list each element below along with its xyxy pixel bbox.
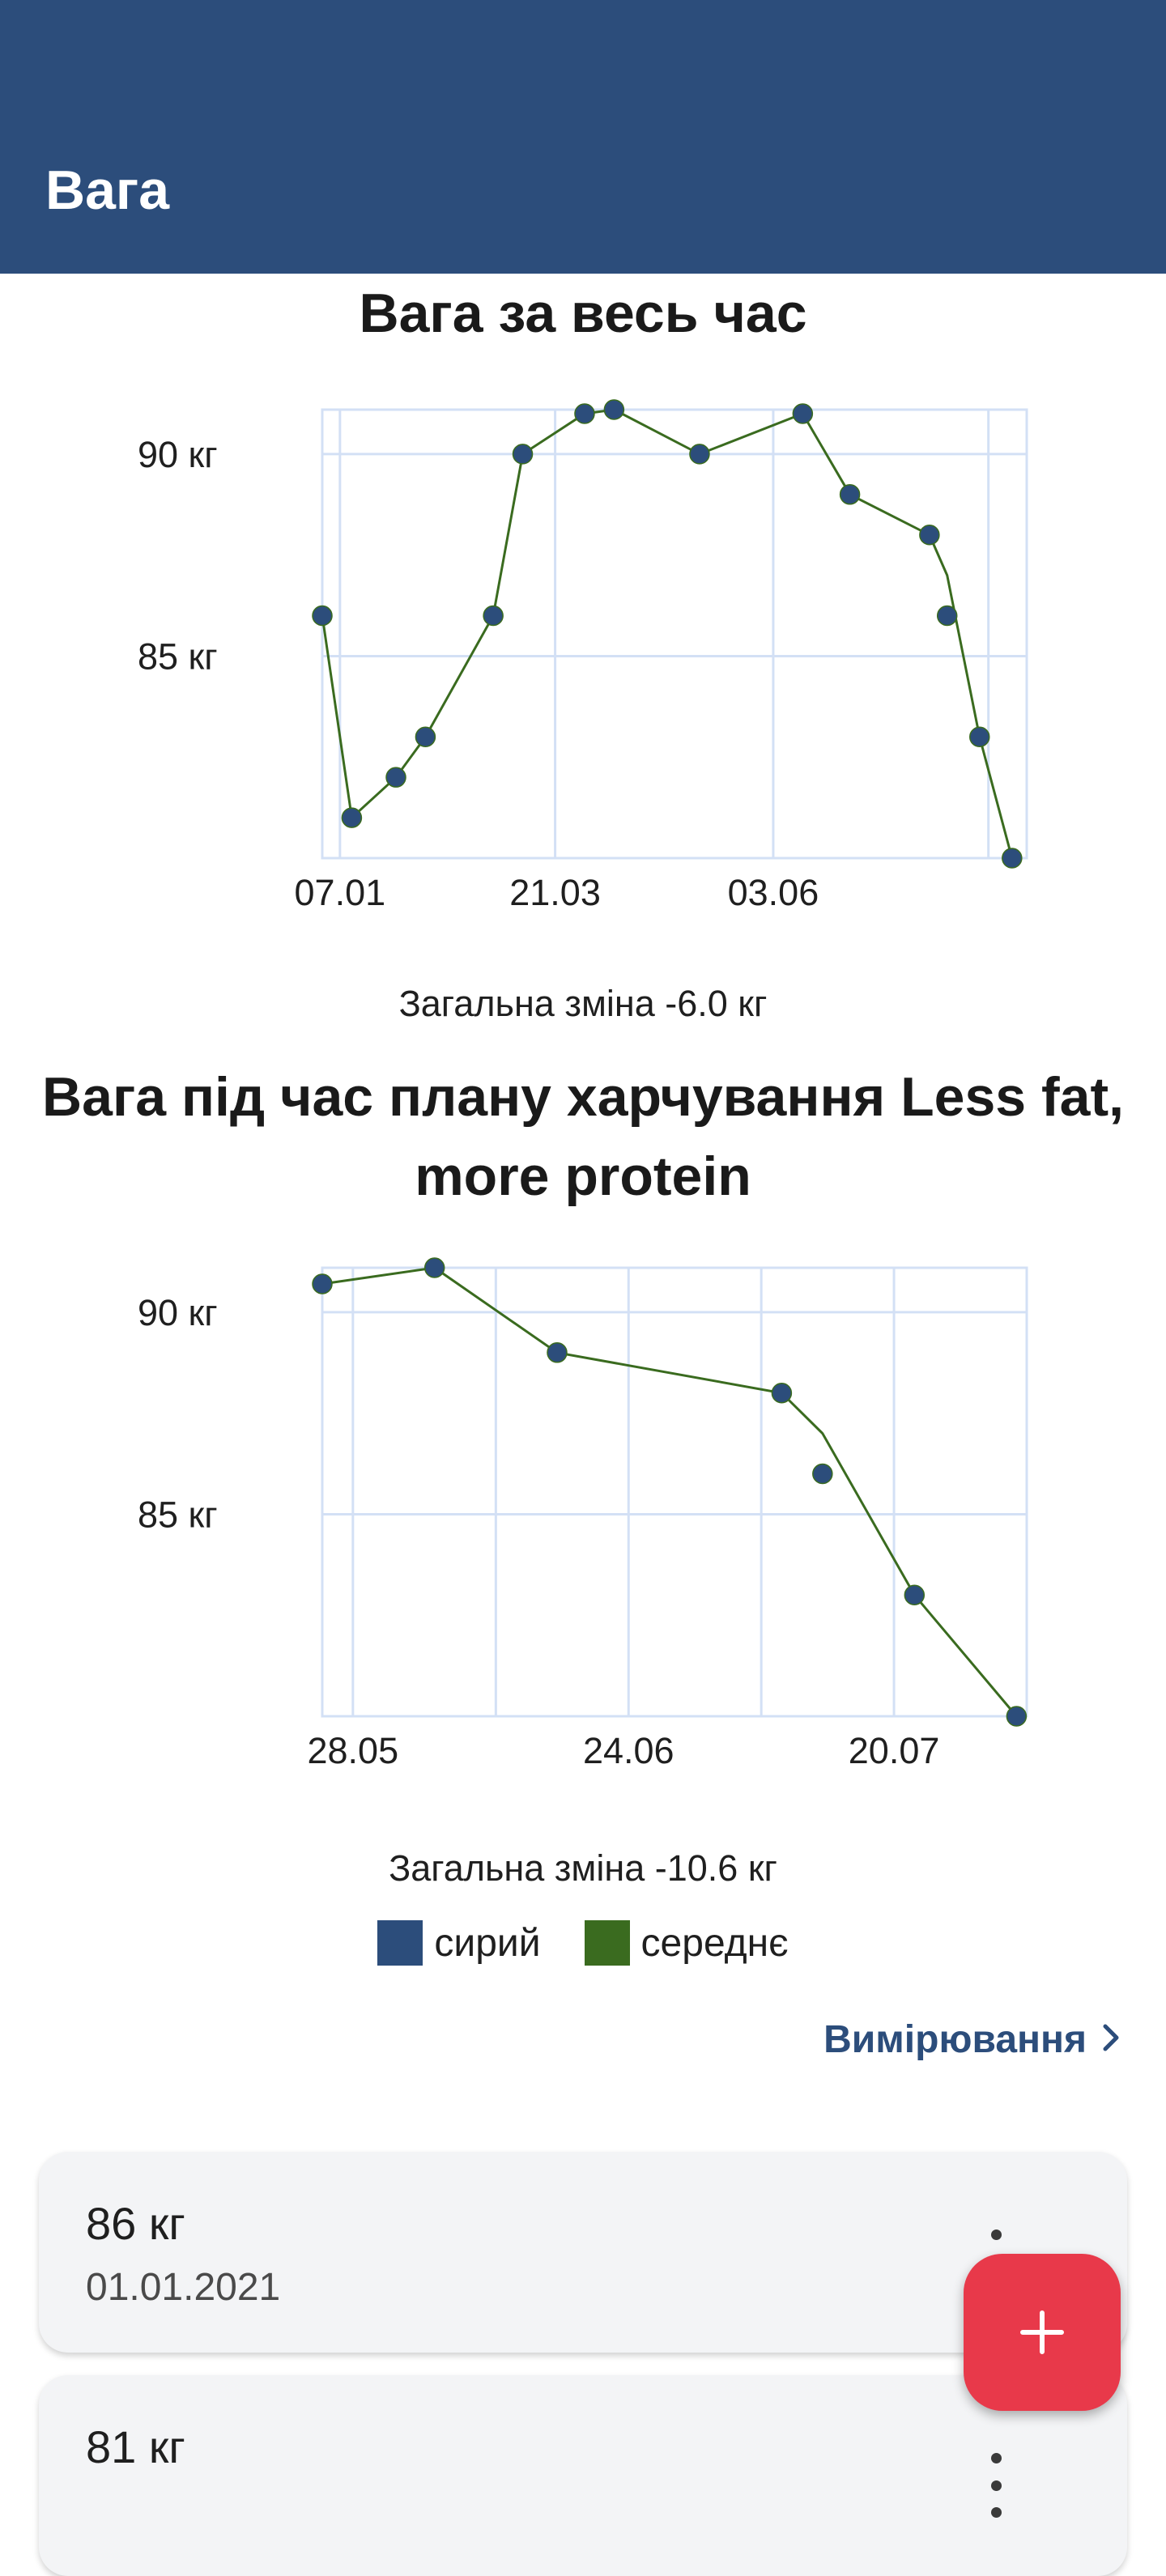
y-tick-label: 85 кг — [138, 1494, 218, 1535]
x-tick-label: 21.03 — [509, 872, 601, 913]
plus-icon — [1020, 2310, 1064, 2354]
legend-item-average: середнє — [584, 1920, 789, 1966]
measurements-link[interactable]: Вимірювання — [823, 2017, 1122, 2062]
legend-swatch-raw — [377, 1920, 423, 1966]
data-point-raw — [483, 605, 504, 627]
data-point-raw — [312, 605, 333, 627]
data-point-raw — [792, 403, 814, 424]
legend-item-raw: сирий — [377, 1920, 541, 1966]
chart-title-all-time: Вага за весь час — [359, 283, 807, 344]
measurements-link-label: Вимірювання — [823, 2018, 1087, 2061]
weight-all-time-chart: 90 кг 85 кг 07.01 21.03 03.06 — [138, 399, 1028, 913]
x-tick-label: 03.06 — [728, 872, 819, 913]
series-line-average — [321, 408, 1014, 859]
weight-plan-chart: 90 кг 85 кг 28.05 24.06 20.07 — [138, 1257, 1028, 1771]
chart-title-plan: Вага під час плану харчування Less fat, … — [42, 1066, 1124, 1207]
y-tick-label: 90 кг — [138, 1292, 218, 1333]
more-vert-icon[interactable] — [986, 2453, 1006, 2518]
total-change-all-time: Загальна зміна -6.0 кг — [398, 983, 768, 1024]
data-point-raw — [839, 484, 861, 505]
measurement-weight: 81 кг — [86, 2421, 185, 2472]
chevron-right-icon — [1101, 2017, 1122, 2062]
x-tick-label: 07.01 — [295, 872, 386, 913]
plot-frame — [321, 408, 1028, 860]
measurement-card[interactable]: 86 кг 01.01.2021 — [39, 2152, 1127, 2353]
y-tick-label: 85 кг — [138, 635, 218, 677]
legend-swatch-average — [584, 1920, 630, 1966]
data-point-raw — [341, 807, 363, 828]
page-title: Вага — [45, 159, 170, 221]
data-point-raw — [771, 1382, 793, 1404]
data-point-raw — [547, 1342, 568, 1363]
data-point-raw — [415, 726, 436, 748]
data-point-raw — [603, 399, 625, 420]
data-point-raw — [574, 403, 595, 424]
data-point-raw — [812, 1463, 833, 1485]
series-line-average — [321, 1266, 1018, 1717]
data-point-raw — [512, 444, 534, 465]
data-point-raw — [969, 726, 990, 748]
y-tick-label: 90 кг — [138, 434, 218, 475]
data-point-raw — [1006, 1706, 1028, 1727]
data-point-raw — [689, 444, 710, 465]
data-point-raw — [312, 1273, 333, 1294]
data-point-raw — [919, 524, 940, 546]
x-tick-label: 28.05 — [308, 1730, 399, 1771]
measurement-weight: 86 кг — [86, 2198, 185, 2249]
x-tick-label: 20.07 — [849, 1730, 940, 1771]
data-point-raw — [936, 605, 958, 627]
data-point-raw — [423, 1257, 445, 1278]
legend-label-raw: сирий — [434, 1921, 541, 1965]
measurement-date: 01.01.2021 — [86, 2266, 281, 2309]
data-point-raw — [1002, 848, 1023, 869]
app-bar: Вага — [0, 0, 1166, 274]
plot-frame — [321, 1266, 1028, 1718]
data-point-raw — [904, 1584, 926, 1606]
chart-legend: сирий середнє — [0, 1919, 1166, 1967]
legend-label-average: середнє — [640, 1921, 789, 1965]
measurement-card[interactable]: 81 кг — [39, 2375, 1127, 2576]
total-change-plan: Загальна зміна -10.6 кг — [389, 1847, 777, 1889]
x-tick-label: 24.06 — [583, 1730, 674, 1771]
add-measurement-button[interactable] — [964, 2254, 1121, 2411]
data-point-raw — [385, 767, 406, 788]
